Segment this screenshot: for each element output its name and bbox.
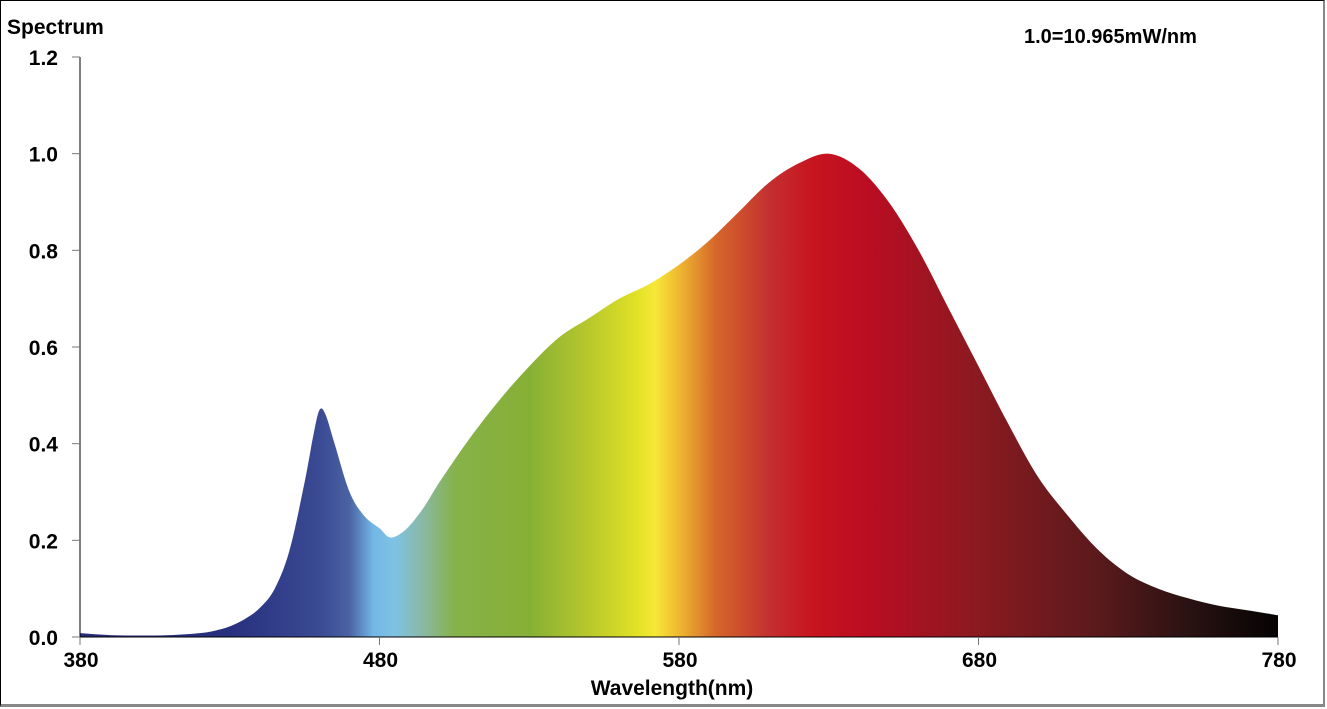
x-tick-label: 480 xyxy=(363,649,398,672)
y-axis-ticks: 0.0 0.2 0.4 0.6 0.8 1.0 1.2 xyxy=(29,47,80,650)
spectrum-area xyxy=(80,153,1278,637)
x-axis-title: Wavelength(nm) xyxy=(591,677,754,700)
y-tick-label: 0.0 xyxy=(29,627,58,650)
y-tick-label: 1.2 xyxy=(29,47,58,70)
y-tick-label: 0.4 xyxy=(29,434,59,457)
x-axis-ticks: 380 480 580 680 780 xyxy=(63,637,1297,672)
scale-annotation: 1.0=10.965mW/nm xyxy=(1024,26,1197,48)
y-tick-label: 0.6 xyxy=(29,337,58,360)
x-tick-label: 680 xyxy=(962,649,997,672)
y-axis-title: Spectrum xyxy=(7,16,104,39)
y-tick-label: 0.2 xyxy=(29,530,58,553)
x-tick-label: 580 xyxy=(662,649,697,672)
x-tick-label: 380 xyxy=(63,649,98,672)
y-tick-label: 1.0 xyxy=(29,144,58,167)
y-tick-label: 0.8 xyxy=(29,240,59,263)
x-tick-label: 780 xyxy=(1261,649,1296,672)
